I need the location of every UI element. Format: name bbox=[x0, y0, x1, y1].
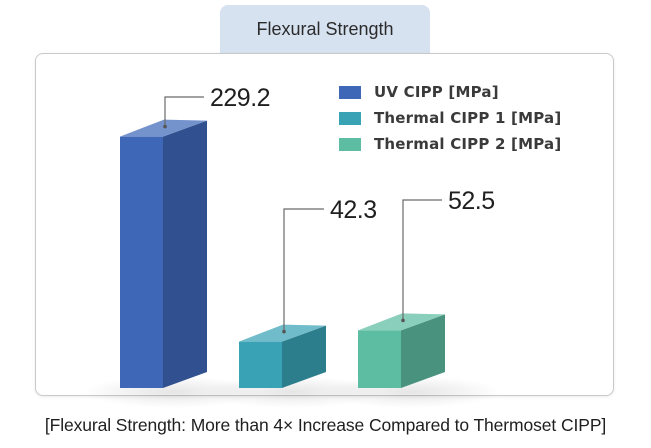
leader-line-uv-cipp bbox=[164, 96, 204, 127]
bar-side-uv-cipp bbox=[163, 120, 207, 388]
bar-top-uv-cipp bbox=[120, 119, 207, 137]
legend-swatch-thermal-cipp-1 bbox=[339, 111, 361, 125]
legend-item-uv-cipp: UV CIPP [MPa] bbox=[339, 81, 561, 103]
legend-label-thermal-cipp-1: Thermal CIPP 1 [MPa] bbox=[374, 109, 562, 127]
chart-title-tab: Flexural Strength bbox=[220, 5, 430, 53]
bar-front-thermal-cipp-2 bbox=[358, 330, 401, 388]
chart-title: Flexural Strength bbox=[256, 19, 394, 39]
leader-dot-thermal-cipp-2 bbox=[401, 318, 405, 323]
value-label-uv-cipp: 229.2 bbox=[210, 84, 271, 112]
bar-side-thermal-cipp-2 bbox=[401, 314, 445, 388]
chart-caption: [Flexural Strength: More than 4× Increas… bbox=[44, 415, 607, 435]
bar-front-uv-cipp bbox=[120, 136, 163, 388]
leader-line-thermal-cipp-2 bbox=[402, 199, 442, 321]
bar-uv-cipp bbox=[83, 119, 263, 408]
bar-thermal-cipp-2 bbox=[321, 313, 501, 408]
legend-swatch-thermal-cipp-2 bbox=[339, 137, 361, 151]
legend-swatch-uv-cipp bbox=[339, 85, 361, 99]
bar-side-thermal-cipp-1 bbox=[282, 325, 326, 388]
leader-line-thermal-cipp-1 bbox=[283, 208, 324, 332]
leader-dot-uv-cipp bbox=[163, 124, 167, 129]
leader-dot-thermal-cipp-1 bbox=[282, 329, 286, 334]
bar-top-thermal-cipp-2 bbox=[358, 313, 445, 331]
bar-front-thermal-cipp-1 bbox=[239, 341, 282, 388]
value-label-thermal-cipp-1: 42.3 bbox=[330, 196, 377, 224]
legend: UV CIPP [MPa] Thermal CIPP 1 [MPa] Therm… bbox=[339, 81, 561, 159]
legend-label-thermal-cipp-2: Thermal CIPP 2 [MPa] bbox=[374, 135, 562, 153]
legend-label-uv-cipp: UV CIPP [MPa] bbox=[374, 83, 499, 101]
legend-item-thermal-cipp-2: Thermal CIPP 2 [MPa] bbox=[339, 133, 561, 155]
value-label-thermal-cipp-2: 52.5 bbox=[448, 187, 495, 215]
legend-item-thermal-cipp-1: Thermal CIPP 1 [MPa] bbox=[339, 107, 561, 129]
bar-top-thermal-cipp-1 bbox=[239, 324, 326, 342]
